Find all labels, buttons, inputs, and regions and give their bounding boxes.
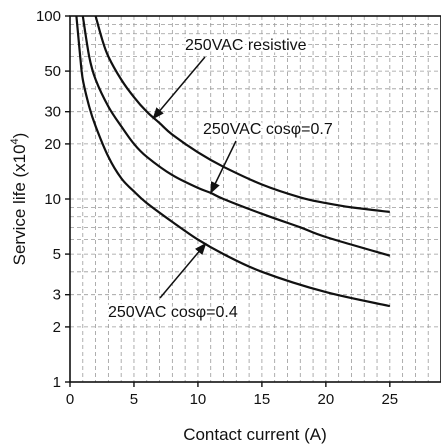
annotations: 250VAC resistive 250VAC cosφ=0.7 250VAC co… <box>106 35 336 324</box>
x-tick-label: 25 <box>381 391 398 408</box>
y-axis-title-superscript: 4 <box>9 138 21 144</box>
tick-labels: 0 5 10 15 20 25 1 2 3 5 10 20 30 50 100 <box>36 8 398 408</box>
y-tick-label: 2 <box>53 319 61 336</box>
grid <box>70 16 441 382</box>
y-tick-label: 1 <box>53 374 61 391</box>
x-tick-label: 5 <box>130 391 138 408</box>
y-tick-label: 10 <box>44 191 61 208</box>
series-line-2 <box>75 15 391 308</box>
annotation-label-2: 250VAC cosφ=0.4 <box>108 304 238 321</box>
y-axis-title: Service life (x104) <box>9 133 29 266</box>
x-tick-label: 20 <box>318 391 335 408</box>
curves <box>75 15 391 308</box>
annotation-arrow-0 <box>152 56 206 120</box>
y-tick-label: 20 <box>44 136 61 153</box>
y-tick-label: 5 <box>53 246 61 263</box>
annotation-arrow-2 <box>159 242 207 299</box>
x-tick-label: 10 <box>190 391 207 408</box>
annotation-arrow-1 <box>210 140 237 194</box>
series-line-1 <box>81 15 391 257</box>
x-tick-label: 15 <box>254 391 271 408</box>
series-line-0 <box>94 15 390 213</box>
y-tick-label: 100 <box>36 8 61 25</box>
y-tick-label: 30 <box>44 104 61 121</box>
y-tick-label: 3 <box>53 287 61 304</box>
x-tick-label: 0 <box>66 391 74 408</box>
y-tick-label: 50 <box>44 63 61 80</box>
x-axis-title: Contact current (A) <box>183 425 327 444</box>
annotation-label-0: 250VAC resistive <box>185 37 307 54</box>
annotation-label-1: 250VAC cosφ=0.7 <box>203 121 333 138</box>
